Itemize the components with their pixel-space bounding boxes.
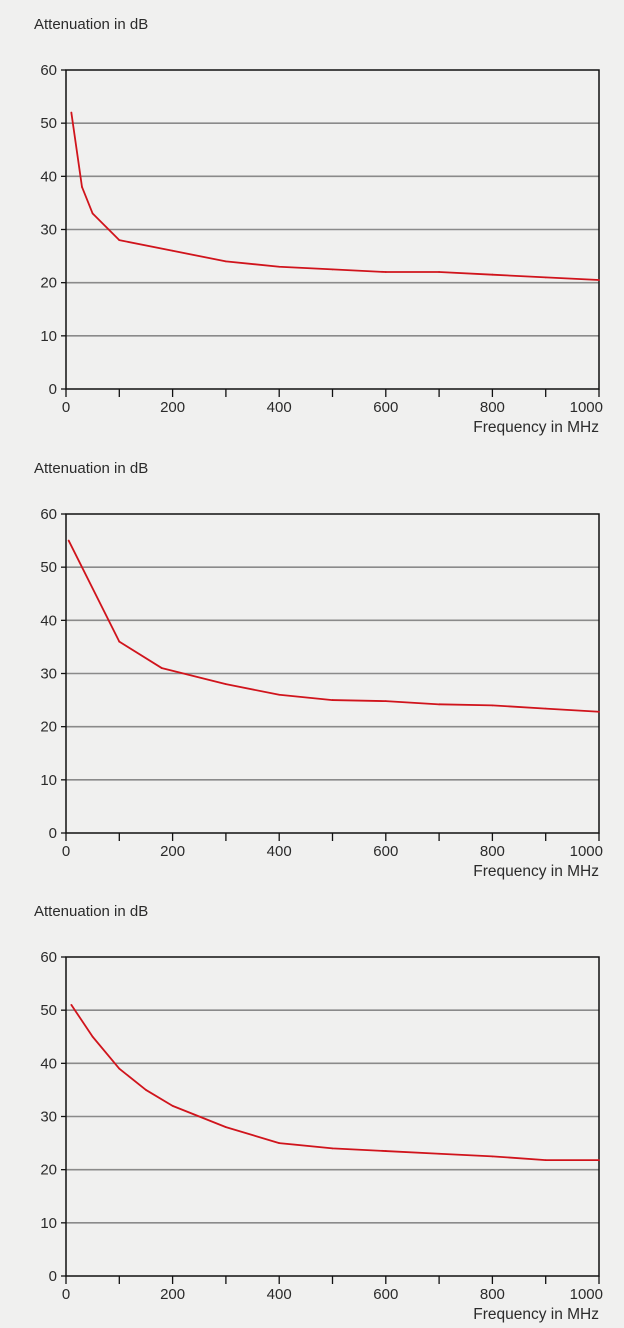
y-tick-label: 40 [40, 612, 57, 629]
y-tick-label: 50 [40, 1002, 57, 1019]
series-line [70, 1004, 599, 1161]
data-point [384, 1150, 387, 1152]
chart-panel-1: Attenuation in dB 0 10 20 30 40 50 60 0 200 400 60… [0, 0, 624, 440]
data-point [145, 1089, 147, 1091]
x-tick-label: 600 [373, 399, 398, 416]
data-point [161, 667, 163, 670]
data-point [544, 276, 547, 279]
x-tick-label: 200 [160, 399, 185, 416]
data-point [118, 640, 121, 643]
data-point [438, 703, 440, 706]
data-point [171, 249, 174, 252]
y-tick-label: 60 [40, 62, 57, 79]
data-point [171, 1104, 174, 1107]
series-line [67, 540, 600, 713]
data-point [118, 1067, 121, 1070]
y-tick-label: 50 [40, 559, 57, 576]
data-point [544, 1159, 547, 1161]
x-tick-label: 1000 [570, 399, 603, 416]
data-point [491, 1155, 494, 1158]
x-tick-label: 200 [160, 1286, 185, 1303]
data-point [598, 710, 600, 713]
y-tick-label: 10 [40, 1215, 57, 1232]
y-tick-label: 0 [49, 1268, 57, 1285]
y-tick-label: 60 [40, 949, 57, 966]
data-point [91, 1035, 94, 1038]
x-tick-label: 600 [373, 843, 398, 860]
data-point [91, 212, 94, 215]
y-tick-label: 30 [40, 222, 57, 239]
data-point [70, 1003, 73, 1006]
data-point [384, 271, 387, 273]
chart-panel-2: Attenuation in dB 0 10 20 30 40 50 60 0 200 400 60… [0, 444, 624, 884]
x-tick-label: 800 [480, 399, 505, 416]
data-point [331, 268, 334, 271]
data-point [225, 260, 227, 263]
y-tick-label: 40 [40, 168, 57, 185]
x-tick-label: 400 [267, 399, 292, 416]
x-tick-label: 400 [267, 1286, 292, 1303]
x-tick-label: 600 [373, 1286, 398, 1303]
data-point [438, 1152, 440, 1155]
data-point [225, 683, 227, 686]
x-tick-label: 0 [62, 843, 70, 860]
y-tick-label: 20 [40, 719, 57, 736]
data-point [491, 704, 494, 707]
x-axis-label: Frequency in MHz [473, 863, 599, 880]
y-tick-label: 50 [40, 115, 57, 132]
y-tick-label: 60 [40, 506, 57, 523]
data-point [118, 239, 121, 242]
data-point [598, 1159, 600, 1161]
data-point [598, 279, 600, 281]
data-point [70, 111, 73, 114]
y-tick-label: 0 [49, 381, 57, 398]
data-point [225, 1126, 227, 1129]
x-tick-label: 400 [267, 843, 292, 860]
y-tick-label: 10 [40, 772, 57, 789]
chart-panel-3: Attenuation in dB 0 10 20 30 40 50 60 0 200 400 60… [0, 887, 624, 1327]
data-point [278, 693, 281, 696]
y-tick-label: 0 [49, 825, 57, 842]
data-point [331, 1147, 334, 1150]
y-tick-label: 10 [40, 328, 57, 345]
y-tick-label: 20 [40, 275, 57, 292]
x-tick-label: 1000 [570, 1286, 603, 1303]
y-tick-label: 40 [40, 1055, 57, 1072]
y-tick-label: 20 [40, 1162, 57, 1179]
y-axis-label: Attenuation in dB [34, 460, 149, 477]
data-point [438, 271, 440, 273]
data-point [278, 265, 281, 268]
data-point [81, 186, 83, 188]
x-axis-label: Frequency in MHz [473, 1306, 599, 1323]
x-tick-label: 0 [62, 399, 70, 416]
data-point [278, 1142, 281, 1144]
data-point [67, 539, 70, 542]
x-tick-label: 0 [62, 1286, 70, 1303]
x-tick-label: 200 [160, 843, 185, 860]
y-tick-label: 30 [40, 1109, 57, 1126]
x-tick-label: 1000 [570, 843, 603, 860]
x-tick-label: 800 [480, 1286, 505, 1303]
x-tick-label: 800 [480, 843, 505, 860]
data-point [384, 700, 387, 703]
x-axis-label: Frequency in MHz [473, 419, 599, 436]
y-axis-label: Attenuation in dB [34, 903, 149, 920]
y-axis-label: Attenuation in dB [34, 16, 149, 33]
data-point [544, 707, 547, 710]
y-tick-label: 30 [40, 666, 57, 683]
data-point [331, 699, 334, 701]
series-line [70, 112, 600, 281]
data-point [491, 273, 494, 276]
